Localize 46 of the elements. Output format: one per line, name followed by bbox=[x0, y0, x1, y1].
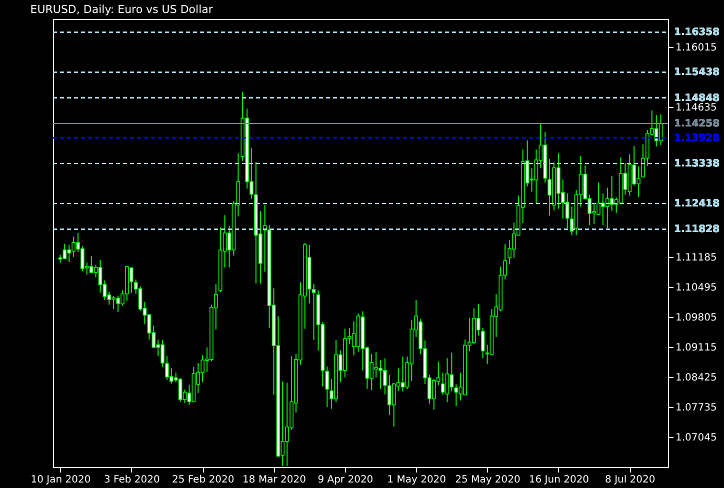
ref-line-label: 1.16358 bbox=[674, 27, 720, 38]
candlestick bbox=[89, 256, 94, 274]
candlestick bbox=[440, 372, 445, 396]
candlestick bbox=[325, 366, 330, 408]
ref-line-label: 1.11828 bbox=[674, 224, 720, 236]
x-tick-label: 18 Mar 2020 bbox=[242, 474, 306, 486]
candlestick bbox=[67, 244, 72, 263]
ref-line-label: 1.12418 bbox=[674, 198, 720, 210]
candlestick bbox=[392, 382, 396, 428]
candlestick bbox=[445, 358, 450, 403]
x-tick-label: 8 Jul 2020 bbox=[605, 474, 656, 486]
candlestick bbox=[138, 286, 142, 312]
x-tick-label: 10 Jan 2020 bbox=[30, 474, 91, 486]
ref-line-label: 1.15438 bbox=[674, 67, 720, 78]
x-tick-label: 1 May 2020 bbox=[387, 474, 446, 486]
candlestick bbox=[605, 187, 610, 229]
x-tick-label: 25 May 2020 bbox=[455, 474, 520, 486]
ref-line-label: 1.13338 bbox=[674, 158, 720, 170]
candlestick bbox=[480, 327, 485, 359]
y-tick-label: 1.07045 bbox=[676, 432, 717, 444]
y-tick-label: 1.14635 bbox=[676, 102, 717, 114]
y-tick-label: 1.09115 bbox=[676, 342, 717, 354]
candlestick bbox=[178, 378, 182, 402]
candlestick bbox=[98, 259, 102, 294]
x-tick-label: 9 Apr 2020 bbox=[318, 474, 374, 486]
candlestick bbox=[400, 356, 405, 392]
y-tick-label: 1.11185 bbox=[676, 252, 717, 264]
candlestick bbox=[534, 148, 538, 204]
y-tick-label: 1.10495 bbox=[676, 282, 717, 294]
candlestick bbox=[450, 352, 454, 392]
chart-title: EURUSD, Daily: Euro vs US Dollar bbox=[30, 3, 214, 16]
x-tick-label: 25 Feb 2020 bbox=[172, 474, 234, 486]
y-tick-label: 1.08425 bbox=[676, 372, 717, 384]
candlestick bbox=[62, 243, 67, 260]
candlestick bbox=[565, 192, 570, 229]
candlestick bbox=[610, 176, 614, 212]
ref-line-label: 1.14848 bbox=[674, 92, 720, 104]
y-tick-label: 1.16015 bbox=[676, 42, 717, 54]
candlestick bbox=[112, 296, 116, 310]
x-tick-label: 3 Feb 2020 bbox=[104, 474, 160, 486]
y-tick-label: 1.09805 bbox=[676, 312, 717, 324]
ref-line-label: 1.13928 bbox=[674, 132, 720, 144]
x-tick-label: 16 Jun 2020 bbox=[528, 474, 590, 486]
candlestick bbox=[454, 384, 458, 407]
y-tick-label: 1.07735 bbox=[676, 402, 717, 414]
ref-line-label: 1.14258 bbox=[674, 118, 720, 130]
